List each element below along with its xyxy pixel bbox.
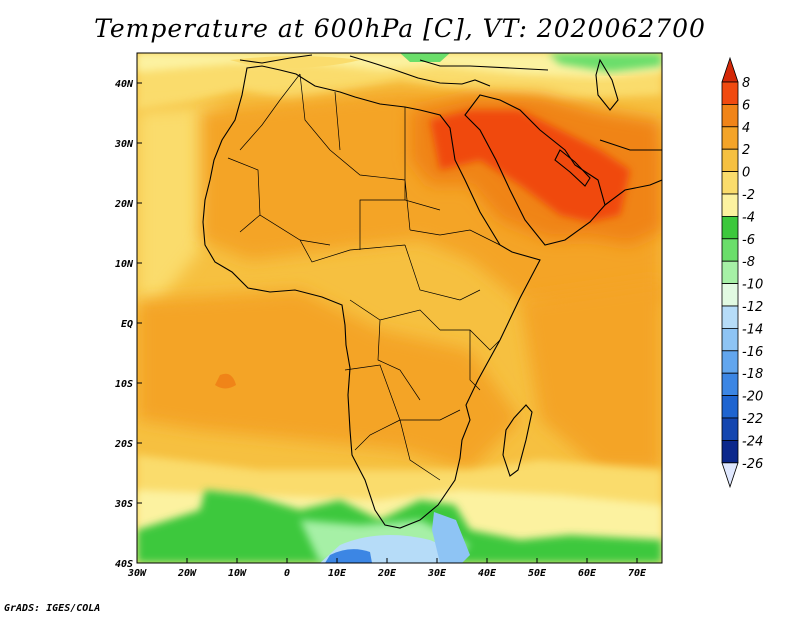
lon-tick-label: 20W bbox=[177, 568, 197, 579]
colorbar: 8 6 4 2 0 -2 -4 -6 -8 -10 -12 -14 -16 -18 -20 -22 -24 -26 bbox=[721, 56, 763, 489]
coastlines bbox=[202, 54, 662, 529]
field-indian-ocean-4to6 bbox=[520, 280, 662, 470]
lat-tick-label: 30S bbox=[114, 499, 133, 510]
lat-tick-label: 10N bbox=[115, 259, 134, 270]
colorbar-label: -4 bbox=[742, 210, 755, 225]
field-south-lightblue-2 bbox=[432, 512, 470, 563]
europe-coastline bbox=[239, 54, 549, 87]
colorbar-label: -8 bbox=[742, 255, 755, 270]
colorbar-label: -2 bbox=[742, 188, 755, 203]
colorbar-swatch bbox=[721, 305, 739, 329]
lon-tick-label: 60E bbox=[578, 568, 597, 579]
persian-gulf bbox=[554, 149, 591, 187]
borders bbox=[227, 73, 501, 481]
lon-tick-label: 10W bbox=[228, 568, 247, 579]
lat-tick-label: EQ bbox=[121, 319, 133, 330]
lon-tick-label: 40E bbox=[478, 568, 497, 579]
lat-tick-label: 20S bbox=[114, 439, 133, 450]
colorbar-label: 2 bbox=[742, 143, 750, 158]
lon-tick-label: 30E bbox=[427, 568, 447, 579]
colorbar-swatch bbox=[721, 238, 739, 262]
colorbar-swatch bbox=[721, 372, 739, 397]
colorbar-swatch bbox=[721, 215, 739, 240]
field-turkey-green bbox=[400, 53, 450, 62]
colorbar-label: -14 bbox=[742, 322, 763, 337]
colorbar-label: 8 bbox=[742, 76, 750, 91]
field-north-green bbox=[548, 53, 662, 72]
field-south-atlantic-4to6 bbox=[137, 290, 520, 470]
lat-tick-label: 30N bbox=[114, 139, 134, 150]
colorbar-label: -18 bbox=[742, 367, 763, 382]
lon-tick-label: 20E bbox=[377, 568, 397, 579]
colorbar-label: -12 bbox=[742, 300, 763, 315]
colorbar-swatch bbox=[721, 395, 739, 419]
colorbar-swatch bbox=[721, 327, 739, 352]
colorbar-swatch bbox=[721, 439, 739, 464]
grads-credit: GrADS: IGES/COLA bbox=[4, 603, 101, 614]
colorbar-swatch bbox=[721, 283, 739, 307]
caspian-coastline bbox=[595, 58, 619, 111]
middle-east-coastline bbox=[599, 139, 662, 206]
colorbar-label: -10 bbox=[742, 278, 763, 293]
colorbar-label: 4 bbox=[742, 121, 750, 136]
lat-tick-label: 40N bbox=[115, 79, 134, 90]
colorbar-bottom-arrow bbox=[721, 462, 739, 489]
colorbar-swatch bbox=[721, 350, 739, 374]
colorbar-label: -20 bbox=[742, 390, 763, 405]
lon-tick-label: 10E bbox=[328, 568, 347, 579]
lat-tick-label: 20N bbox=[114, 199, 134, 210]
colorbar-swatch bbox=[721, 171, 739, 195]
field-mediterranean bbox=[230, 56, 360, 69]
colorbar-label: -16 bbox=[742, 345, 763, 360]
colorbar-swatch bbox=[721, 260, 739, 285]
temperature-field bbox=[137, 53, 662, 563]
lat-tick-label: 10S bbox=[115, 379, 133, 390]
africa-coastline bbox=[202, 65, 541, 529]
lon-tick-label: 0 bbox=[284, 568, 290, 579]
lon-tick-label: 70E bbox=[628, 568, 647, 579]
colorbar-swatch bbox=[721, 81, 739, 105]
colorbar-swatch bbox=[721, 193, 739, 217]
border-lines bbox=[227, 73, 501, 481]
map-title: Temperature at 600hPa [C], VT: 202006270… bbox=[94, 14, 706, 43]
colorbar-top-arrow bbox=[721, 56, 739, 83]
colorbar-swatch bbox=[721, 104, 739, 128]
field-atlantic-warm-spot bbox=[215, 373, 236, 389]
colorbar-label: -24 bbox=[742, 434, 763, 449]
colorbar-label: -6 bbox=[742, 233, 755, 248]
colorbar-label: -26 bbox=[742, 457, 763, 472]
madagascar-coastline bbox=[502, 404, 533, 477]
colorbar-swatch bbox=[721, 148, 739, 172]
colorbar-swatch bbox=[721, 126, 739, 150]
lon-tick-label: 30W bbox=[127, 568, 147, 579]
colorbar-label: 0 bbox=[742, 166, 750, 181]
axis-ticks: 30W 20W 10W 0 10E 20E 30E 40E 50E 60E 70E 40N 30N 20N… bbox=[114, 79, 647, 579]
colorbar-label: 6 bbox=[742, 98, 750, 113]
colorbar-label: -22 bbox=[742, 412, 763, 427]
colorbar-swatch bbox=[721, 417, 739, 441]
field-arabia-hot bbox=[430, 110, 630, 222]
plot-frame bbox=[136, 52, 663, 564]
lon-tick-label: 50E bbox=[528, 568, 547, 579]
lat-tick-label: 40S bbox=[115, 559, 133, 570]
